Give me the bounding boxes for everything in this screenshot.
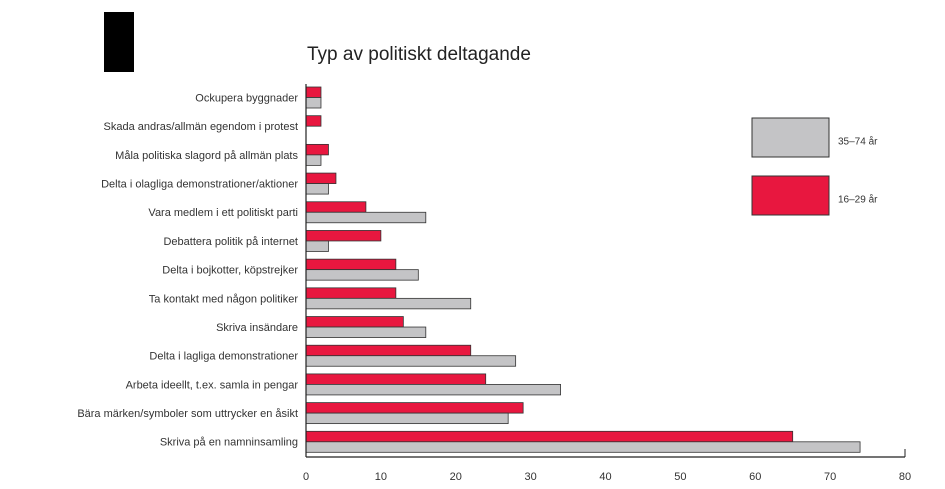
bar — [305, 430, 794, 443]
y-tick-label: Arbeta ideellt, t.ex. samla in pengar — [126, 379, 299, 391]
x-tick-label: 80 — [899, 471, 911, 483]
bar — [305, 373, 487, 385]
bar — [305, 201, 367, 213]
y-tick-label: Delta i bojkotter, köpstrejker — [162, 265, 298, 277]
bar — [305, 183, 329, 195]
bar — [305, 441, 861, 453]
bar — [305, 97, 322, 109]
x-tick-label: 20 — [450, 471, 462, 483]
y-tick-label: Debattera politik på internet — [163, 236, 298, 248]
bar — [305, 230, 382, 242]
x-tick-label: 50 — [674, 471, 686, 483]
y-tick-label: Skada andras/allmän egendom i protest — [104, 121, 298, 133]
y-tick-label: Ta kontakt med någon politiker — [149, 293, 299, 305]
bar — [305, 326, 427, 338]
legend-label: 16–29 år — [838, 194, 878, 206]
bar — [305, 154, 322, 166]
x-tick-label: 40 — [599, 471, 611, 483]
x-tick-label: 70 — [824, 471, 836, 483]
y-tick-label: Delta i olagliga demonstrationer/aktione… — [101, 178, 298, 190]
bar — [305, 240, 329, 252]
bar — [305, 269, 419, 281]
x-tick-label: 30 — [525, 471, 537, 483]
y-tick-label: Skriva på en namninsamling — [160, 437, 298, 449]
bar — [305, 412, 509, 425]
bar — [305, 172, 337, 184]
bar — [305, 402, 524, 414]
decoration — [104, 12, 134, 72]
x-tick-label: 60 — [749, 471, 761, 483]
legend-label: 35–74 år — [838, 136, 878, 148]
y-tick-label: Måla politiska slagord på allmän plats — [115, 150, 298, 162]
bar — [305, 86, 322, 98]
bar — [305, 287, 397, 299]
y-tick-label: Vara medlem i ett politiskt parti — [148, 207, 298, 219]
bar — [305, 115, 322, 127]
bar — [305, 211, 427, 224]
y-tick-label: Bära märken/symboler som uttrycker en ås… — [77, 408, 298, 420]
legend-swatch — [751, 117, 830, 158]
y-tick-label: Ockupera byggnader — [195, 92, 298, 104]
y-tick-label: Skriva insändare — [216, 322, 298, 334]
bar — [305, 143, 329, 156]
y-tick-label: Delta i lagliga demonstrationer — [149, 351, 298, 363]
legend-swatch — [751, 175, 830, 216]
bar — [305, 316, 404, 328]
bar — [305, 258, 397, 271]
bar — [305, 297, 472, 310]
bar — [305, 355, 517, 367]
chart-title: Typ av politiskt deltagande — [307, 44, 531, 65]
bar — [305, 384, 561, 396]
x-tick-label: 0 — [303, 471, 309, 483]
bar — [305, 344, 472, 357]
x-tick-label: 10 — [375, 471, 387, 483]
